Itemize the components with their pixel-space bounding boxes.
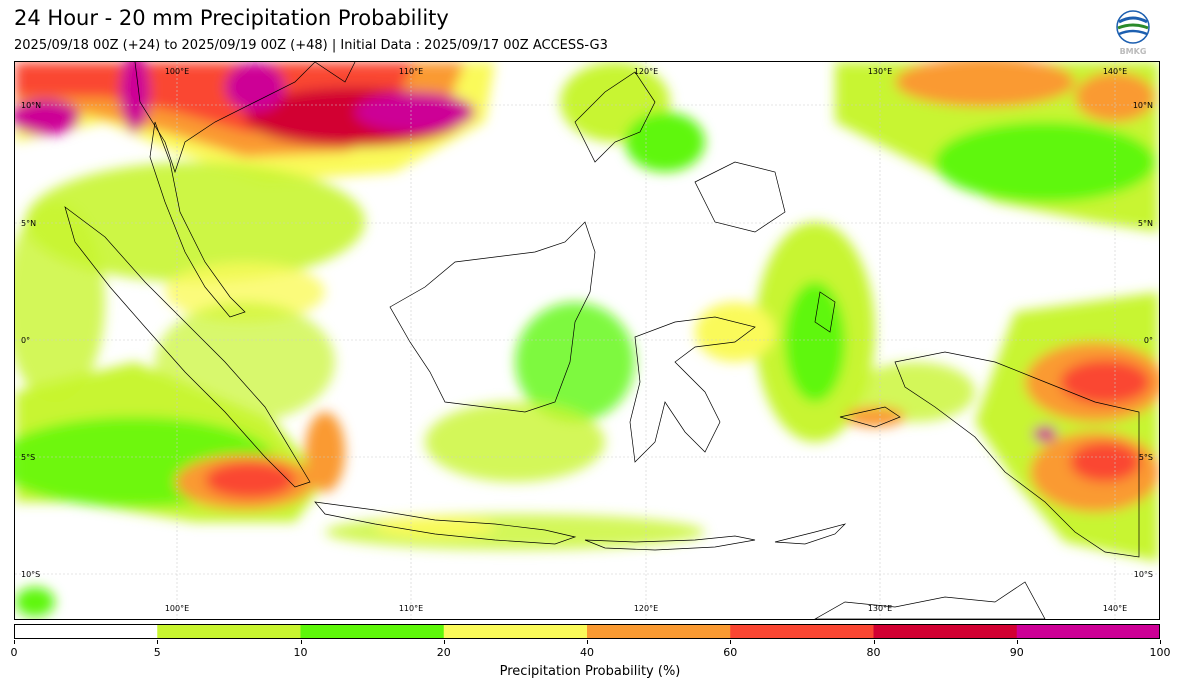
colorbar-tick	[443, 640, 445, 644]
colorbar-tick-label: 40	[580, 646, 594, 659]
lat-label-right-0: 0°	[1144, 336, 1153, 345]
graticule	[15, 62, 1159, 619]
lat-label-left-5n: 5°N	[21, 219, 36, 228]
colorbar-tick	[873, 640, 875, 644]
graticule-labels: 100°E 110°E 120°E 130°E 140°E 100°E 110°…	[21, 67, 1153, 613]
colorbar-tick	[157, 640, 159, 644]
colorbar-tick-label: 5	[153, 646, 161, 659]
map-subtitle: 2025/09/18 00Z (+24) to 2025/09/19 00Z (…	[14, 38, 608, 53]
precip-field	[15, 62, 1159, 617]
lon-label-top-120: 120°E	[634, 67, 658, 76]
colorbar-tick-label: 10	[293, 646, 308, 659]
lon-label-top-130: 130°E	[868, 67, 892, 76]
coastlines	[64, 62, 1140, 619]
colorbar-segment-3	[443, 624, 588, 639]
colorbar-segment-7	[1016, 624, 1161, 639]
colorbar-tick	[730, 640, 732, 644]
lat-label-left-10s: 10°S	[21, 570, 40, 579]
lon-label-bottom-100: 100°E	[165, 604, 189, 613]
colorbar-label: Precipitation Probability (%)	[499, 664, 681, 679]
lon-label-bottom-140: 140°E	[1103, 604, 1127, 613]
lat-label-right-5s: 5°S	[1139, 453, 1153, 462]
colorbar-tick	[300, 640, 302, 644]
colorbar	[14, 624, 1161, 639]
colorbar-tick-label: 100	[1149, 646, 1171, 659]
colorbar-segment-5	[730, 624, 874, 639]
colorbar-tick	[1160, 640, 1161, 644]
colorbar-tick-label: 60	[723, 646, 738, 659]
colorbar-tick	[14, 640, 15, 644]
colorbar-tick-label: 0	[10, 646, 18, 659]
lat-label-right-10s: 10°S	[1134, 570, 1153, 579]
lat-label-left-10n: 10°N	[21, 101, 41, 110]
colorbar-tick	[587, 640, 588, 644]
colorbar-tick-label: 90	[1009, 646, 1024, 659]
colorbar-segment-2	[300, 624, 445, 639]
lon-label-top-140: 140°E	[1103, 67, 1127, 76]
lat-label-right-5n: 5°N	[1138, 219, 1153, 228]
colorbar-tick-label: 80	[866, 646, 881, 659]
bmkg-logo: BMKG	[1113, 10, 1153, 56]
colorbar-tick	[1016, 640, 1018, 644]
lon-label-bottom-130: 130°E	[868, 604, 892, 613]
colorbar-tick-label: 20	[436, 646, 451, 659]
colorbar-segment-4	[587, 624, 731, 639]
logo-text: BMKG	[1120, 47, 1147, 56]
lon-label-bottom-120: 120°E	[634, 604, 658, 613]
lat-label-right-10n: 10°N	[1133, 101, 1153, 110]
colorbar-segment-6	[873, 624, 1018, 639]
lat-label-left-5s: 5°S	[21, 453, 35, 462]
map-title: 24 Hour - 20 mm Precipitation Probabilit…	[14, 6, 449, 30]
colorbar-border	[14, 624, 1160, 639]
colorbar-segment-0	[14, 624, 158, 639]
colorbar-segment-1	[157, 624, 301, 639]
precipitation-map: 100°E 110°E 120°E 130°E 140°E 100°E 110°…	[14, 61, 1160, 620]
lon-label-bottom-110: 110°E	[399, 604, 423, 613]
lon-label-top-110: 110°E	[399, 67, 423, 76]
colorbar-ticks: 0 5 10 20 40 60 80 90 100	[10, 640, 1171, 660]
lat-label-left-0: 0°	[21, 336, 30, 345]
lon-label-top-100: 100°E	[165, 67, 189, 76]
